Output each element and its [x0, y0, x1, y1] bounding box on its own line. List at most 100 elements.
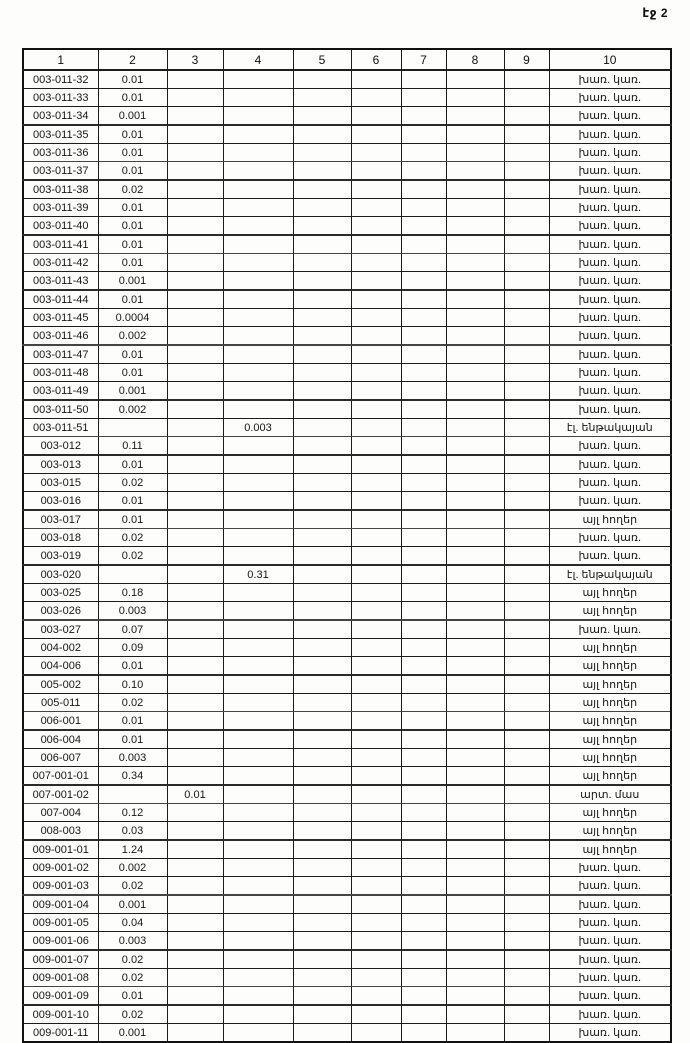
value-cell [222, 143, 294, 162]
value-cell [400, 216, 447, 236]
value-cell [350, 289, 402, 309]
value-cell [222, 381, 294, 401]
value-cell [400, 418, 447, 437]
land-type-cell: խառ. կառ. [548, 124, 672, 144]
land-type-cell: խառ. կառ. [548, 454, 672, 474]
value-cell [292, 839, 352, 859]
value-cell: 0.003 [97, 601, 168, 621]
value-cell [166, 858, 224, 877]
column-header: 3 [166, 48, 224, 71]
parcel-code-cell: 007-001-01 [22, 766, 99, 786]
land-type-cell: այլ հողեր [548, 638, 672, 657]
parcel-code-cell: 003-011-49 [22, 381, 99, 401]
land-type-cell: խառ. կառ. [548, 913, 672, 932]
parcel-code-cell: 009-001-04 [22, 894, 99, 914]
parcel-code-cell: 003-011-44 [22, 289, 99, 309]
value-cell [503, 803, 550, 822]
value-cell [445, 711, 505, 731]
parcel-code-cell: 004-006 [22, 656, 99, 676]
table-row: 003-011-35 0.01 խառ. կառ. [22, 124, 672, 144]
table-row: 009-001-03 0.02 խառ. կառ. [22, 876, 672, 896]
value-cell: 0.001 [97, 894, 168, 914]
value-cell: 0.02 [97, 693, 168, 712]
value-cell [400, 821, 447, 841]
value-cell: 0.01 [97, 289, 168, 309]
table-row: 003-011-42 0.01 խառ. կառ. [22, 253, 672, 272]
value-cell [445, 546, 505, 566]
value-cell [166, 399, 224, 419]
value-cell [503, 88, 550, 107]
data-table: 1 2 3 4 5 6 7 8 9 10 003-011-32 0.01 խառ. կառ. 003-0… [22, 48, 672, 1043]
value-cell [292, 363, 352, 382]
value-cell [166, 198, 224, 217]
value-cell [445, 179, 505, 199]
value-cell [350, 638, 402, 657]
value-cell [292, 106, 352, 126]
parcel-code-cell: 009-001-10 [22, 1004, 99, 1024]
value-cell [445, 986, 505, 1006]
value-cell [292, 308, 352, 327]
value-cell [445, 124, 505, 144]
value-cell: 0.001 [97, 1023, 168, 1043]
header-row: 1 2 3 4 5 6 7 8 9 10 [22, 48, 672, 71]
value-cell [503, 839, 550, 859]
parcel-code-cell: 009-001-07 [22, 949, 99, 969]
value-cell [503, 381, 550, 401]
value-cell [350, 271, 402, 291]
parcel-code-cell: 003-011-37 [22, 161, 99, 181]
value-cell [222, 234, 294, 254]
value-cell [445, 803, 505, 822]
value-cell: 0.02 [97, 876, 168, 896]
column-header: 1 [22, 48, 99, 71]
value-cell [445, 363, 505, 382]
table-row: 003-011-38 0.02 խառ. կառ. [22, 179, 672, 199]
value-cell [292, 271, 352, 291]
value-cell [503, 308, 550, 327]
value-cell [166, 69, 224, 89]
parcel-code-cell: 008-003 [22, 821, 99, 841]
value-cell: 0.003 [97, 748, 168, 767]
value-cell: 0.01 [97, 986, 168, 1006]
value-cell [350, 363, 402, 382]
value-cell [166, 638, 224, 657]
value-cell [292, 619, 352, 639]
land-type-cell: էլ. ենթակայան [548, 564, 672, 584]
value-cell [292, 949, 352, 969]
value-cell [445, 858, 505, 877]
value-cell [292, 766, 352, 786]
value-cell [350, 876, 402, 896]
value-cell [166, 546, 224, 566]
value-cell [166, 509, 224, 529]
value-cell [445, 381, 505, 401]
land-type-cell: խառ. կառ. [548, 894, 672, 914]
value-cell [400, 839, 447, 859]
value-cell [503, 656, 550, 676]
value-cell [400, 143, 447, 162]
value-cell [292, 711, 352, 731]
value-cell [503, 748, 550, 767]
table-row: 003-011-40 0.01 խառ. կառ. [22, 216, 672, 236]
value-cell [350, 784, 402, 804]
column-header: 8 [445, 48, 505, 71]
value-cell [503, 821, 550, 841]
value-cell [292, 528, 352, 547]
value-cell [503, 161, 550, 181]
value-cell [400, 601, 447, 621]
parcel-code-cell: 003-011-40 [22, 216, 99, 236]
value-cell [166, 766, 224, 786]
value-cell [350, 509, 402, 529]
value-cell [445, 894, 505, 914]
value-cell [400, 509, 447, 529]
value-cell [222, 473, 294, 492]
value-cell [400, 289, 447, 309]
value-cell [292, 88, 352, 107]
value-cell [292, 216, 352, 236]
value-cell [445, 234, 505, 254]
parcel-code-cell: 003-011-45 [22, 308, 99, 327]
value-cell: 0.18 [97, 583, 168, 602]
value-cell: 0.01 [97, 143, 168, 162]
value-cell [222, 289, 294, 309]
parcel-code-cell: 003-011-36 [22, 143, 99, 162]
land-type-cell: խառ. կառ. [548, 1004, 672, 1024]
table-row: 008-003 0.03 այլ հողեր [22, 821, 672, 841]
